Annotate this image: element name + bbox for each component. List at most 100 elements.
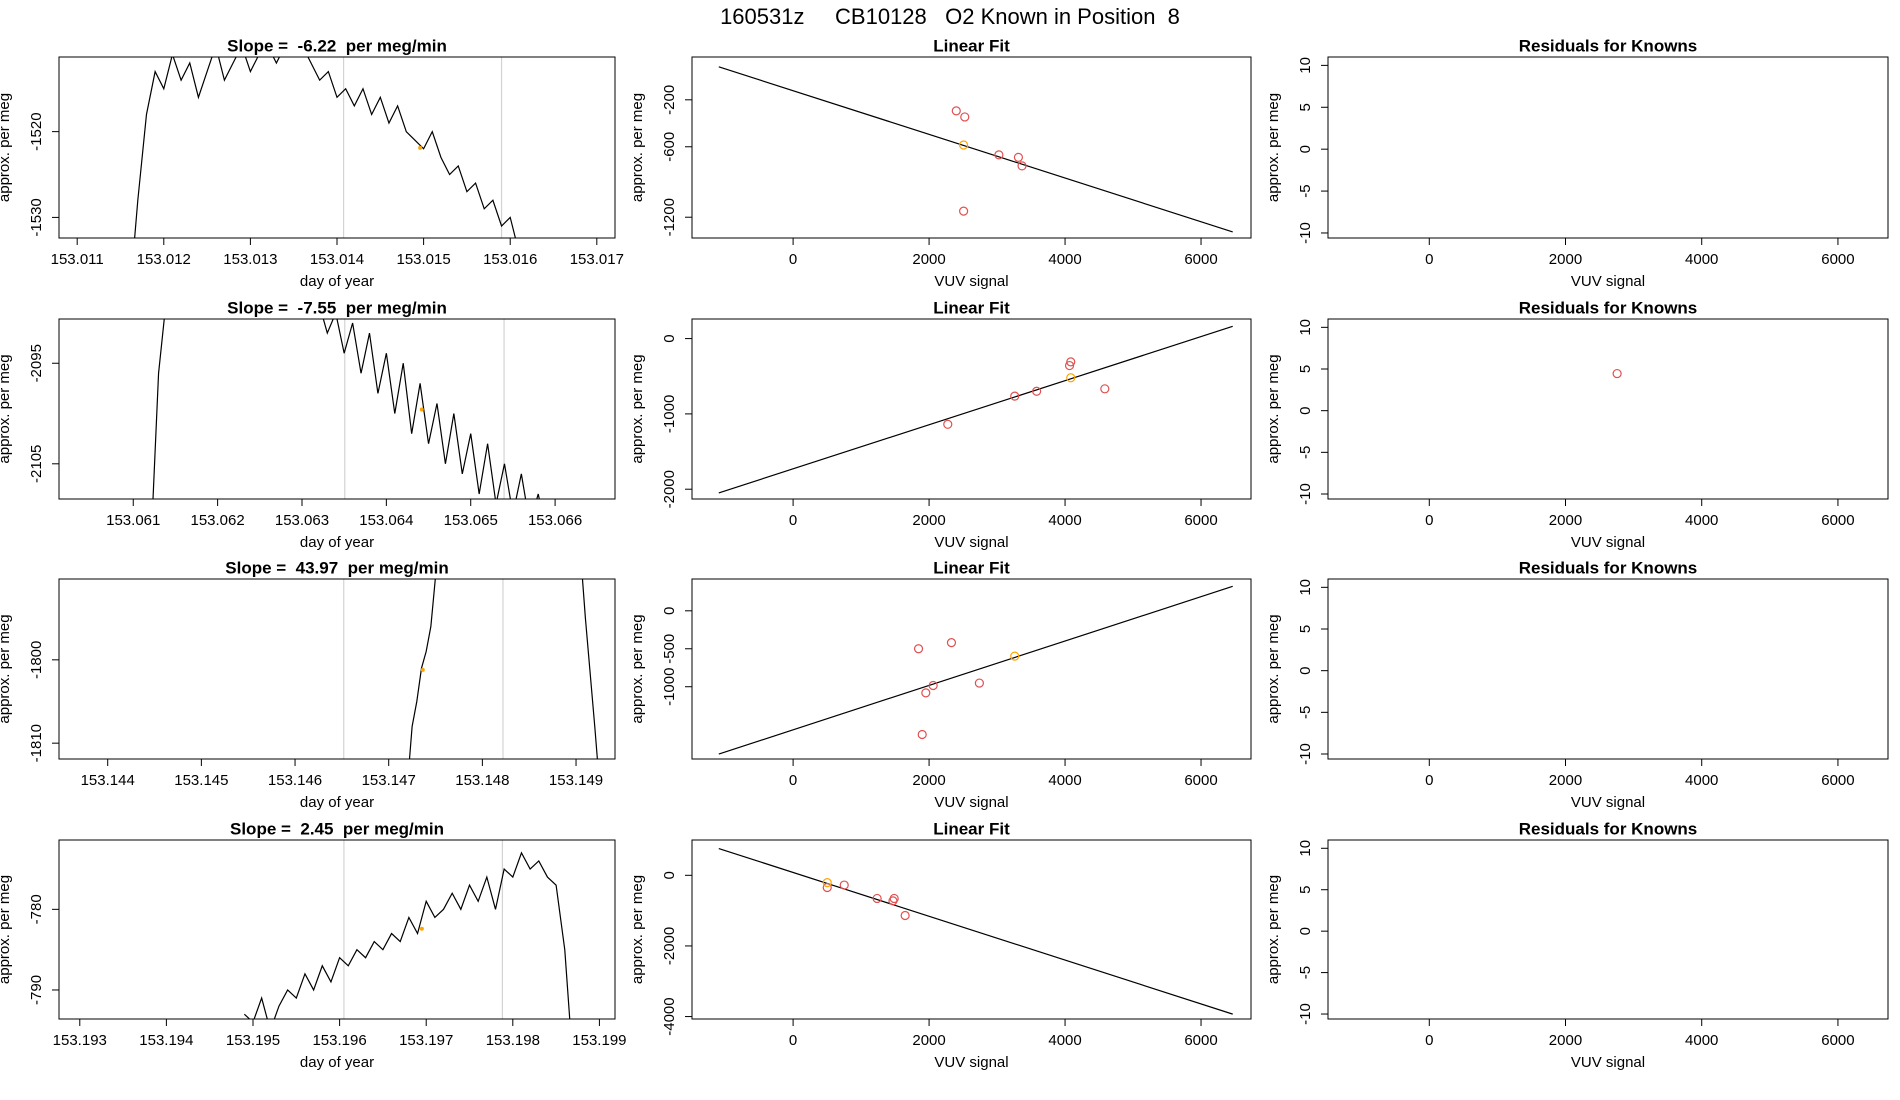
data-line <box>243 851 571 1019</box>
panel-title: Linear Fit <box>933 36 1010 55</box>
x-tick-label: 153.066 <box>528 512 582 529</box>
y-tick-label: -5 <box>1297 706 1314 719</box>
point <box>1100 384 1110 394</box>
x-tick-label: 0 <box>1425 772 1433 789</box>
point <box>1066 357 1076 367</box>
y-tick-label: -1200 <box>661 198 678 236</box>
y-tick-label: -5 <box>1297 184 1314 197</box>
x-tick-label: 6000 <box>1184 1032 1217 1049</box>
panel: Slope = 43.97 per meg/min day of year appr… <box>0 558 616 811</box>
data-line <box>408 579 598 759</box>
plot-frame <box>58 318 616 500</box>
x-tick-label: 6000 <box>1184 772 1217 789</box>
point <box>839 880 849 890</box>
y-axis-label: approx. per meg <box>629 875 646 984</box>
panel-title: Slope = 43.97 per meg/min <box>225 558 448 577</box>
plot-frame <box>58 578 616 760</box>
x-tick-label: 4000 <box>1048 772 1081 789</box>
y-axis-label: approx. per meg <box>1265 354 1282 463</box>
y-tick-label: 0 <box>661 334 678 342</box>
panel: Residuals for Knowns VUV signal approx. pe… <box>1265 819 1889 1071</box>
x-tick-label: 0 <box>789 512 797 529</box>
panel: Linear Fit VUV signal approx. per meg 0 2000… <box>629 298 1252 551</box>
x-tick-label: 0 <box>1425 1032 1433 1049</box>
point <box>822 882 832 893</box>
point <box>917 729 927 740</box>
point <box>900 910 910 921</box>
panel-title: Residuals for Knowns <box>1519 36 1698 55</box>
point <box>974 678 984 688</box>
x-tick-label: 0 <box>789 251 797 268</box>
point <box>889 893 899 904</box>
y-axis-label: approx. per meg <box>1265 614 1282 723</box>
fit-line <box>718 847 1233 1015</box>
x-tick-label: 6000 <box>1184 512 1217 529</box>
x-tick-label: 2000 <box>912 251 945 268</box>
panel: Linear Fit VUV signal approx. per meg 0 2000… <box>629 819 1252 1071</box>
x-tick-label: 153.061 <box>106 512 160 529</box>
known-point <box>419 926 424 931</box>
known-point <box>1066 373 1076 383</box>
plot-frame <box>1327 839 1889 1020</box>
panel: Residuals for Knowns VUV signal approx. pe… <box>1265 298 1889 551</box>
x-tick-label: 153.199 <box>572 1032 626 1049</box>
point <box>959 206 969 216</box>
panel: Slope = -6.22 per meg/min day of year appr… <box>0 36 624 289</box>
y-tick-label: -1000 <box>661 395 678 433</box>
y-tick-label: 0 <box>1297 666 1314 674</box>
point <box>1010 391 1020 401</box>
x-tick-label: 6000 <box>1821 512 1854 529</box>
point <box>943 419 953 429</box>
x-tick-label: 6000 <box>1821 251 1854 268</box>
x-tick-label: 153.196 <box>312 1032 366 1049</box>
y-tick-label: -780 <box>28 894 45 924</box>
y-tick-label: 5 <box>1297 365 1314 373</box>
point <box>946 638 957 648</box>
known-point <box>1010 651 1020 661</box>
x-tick-label: 6000 <box>1821 1032 1854 1049</box>
y-axis-label: approx. per meg <box>0 875 13 984</box>
plot-area <box>1612 368 1622 379</box>
x-axis-label: VUV signal <box>934 534 1008 551</box>
x-tick-label: 153.194 <box>139 1032 193 1049</box>
y-tick-label: 0 <box>1297 927 1314 935</box>
panel-title: Residuals for Knowns <box>1519 298 1698 317</box>
y-axis-label: approx. per meg <box>0 614 13 723</box>
x-tick-label: 2000 <box>1549 772 1582 789</box>
y-tick-label: -1000 <box>661 668 678 706</box>
y-axis-label: approx. per meg <box>629 614 646 723</box>
x-axis-label: VUV signal <box>1571 273 1645 290</box>
y-tick-label: -600 <box>661 132 678 162</box>
y-tick-label: -10 <box>1297 222 1314 244</box>
plot-area <box>718 325 1233 494</box>
point <box>913 644 924 654</box>
x-tick-label: 2000 <box>912 1032 945 1049</box>
x-tick-label: 0 <box>1425 251 1433 268</box>
y-axis-label: approx. per meg <box>629 93 646 202</box>
x-tick-label: 153.017 <box>570 251 624 268</box>
x-tick-label: 4000 <box>1048 251 1081 268</box>
plot-area <box>343 579 598 759</box>
y-tick-label: -10 <box>1297 483 1314 505</box>
x-tick-label: 153.145 <box>174 772 228 789</box>
x-tick-label: 0 <box>789 1032 797 1049</box>
plot-area <box>134 57 517 238</box>
panel-title: Linear Fit <box>933 558 1010 577</box>
x-tick-label: 2000 <box>912 772 945 789</box>
x-tick-label: 2000 <box>1549 1032 1582 1049</box>
point <box>928 680 938 691</box>
plot-area <box>718 585 1233 755</box>
x-tick-label: 153.016 <box>483 251 537 268</box>
x-tick-label: 4000 <box>1685 772 1718 789</box>
point <box>1064 360 1075 371</box>
x-tick-label: 4000 <box>1685 512 1718 529</box>
point <box>921 688 931 698</box>
known-point <box>420 667 425 672</box>
panel: Slope = -7.55 per meg/min day of year appr… <box>0 298 616 551</box>
y-tick-label: -2000 <box>661 470 678 508</box>
x-axis-label: VUV signal <box>934 794 1008 811</box>
fit-line <box>718 585 1233 755</box>
data-line <box>134 57 517 238</box>
plot-frame <box>58 56 616 239</box>
y-axis-label: approx. per meg <box>1265 93 1282 202</box>
